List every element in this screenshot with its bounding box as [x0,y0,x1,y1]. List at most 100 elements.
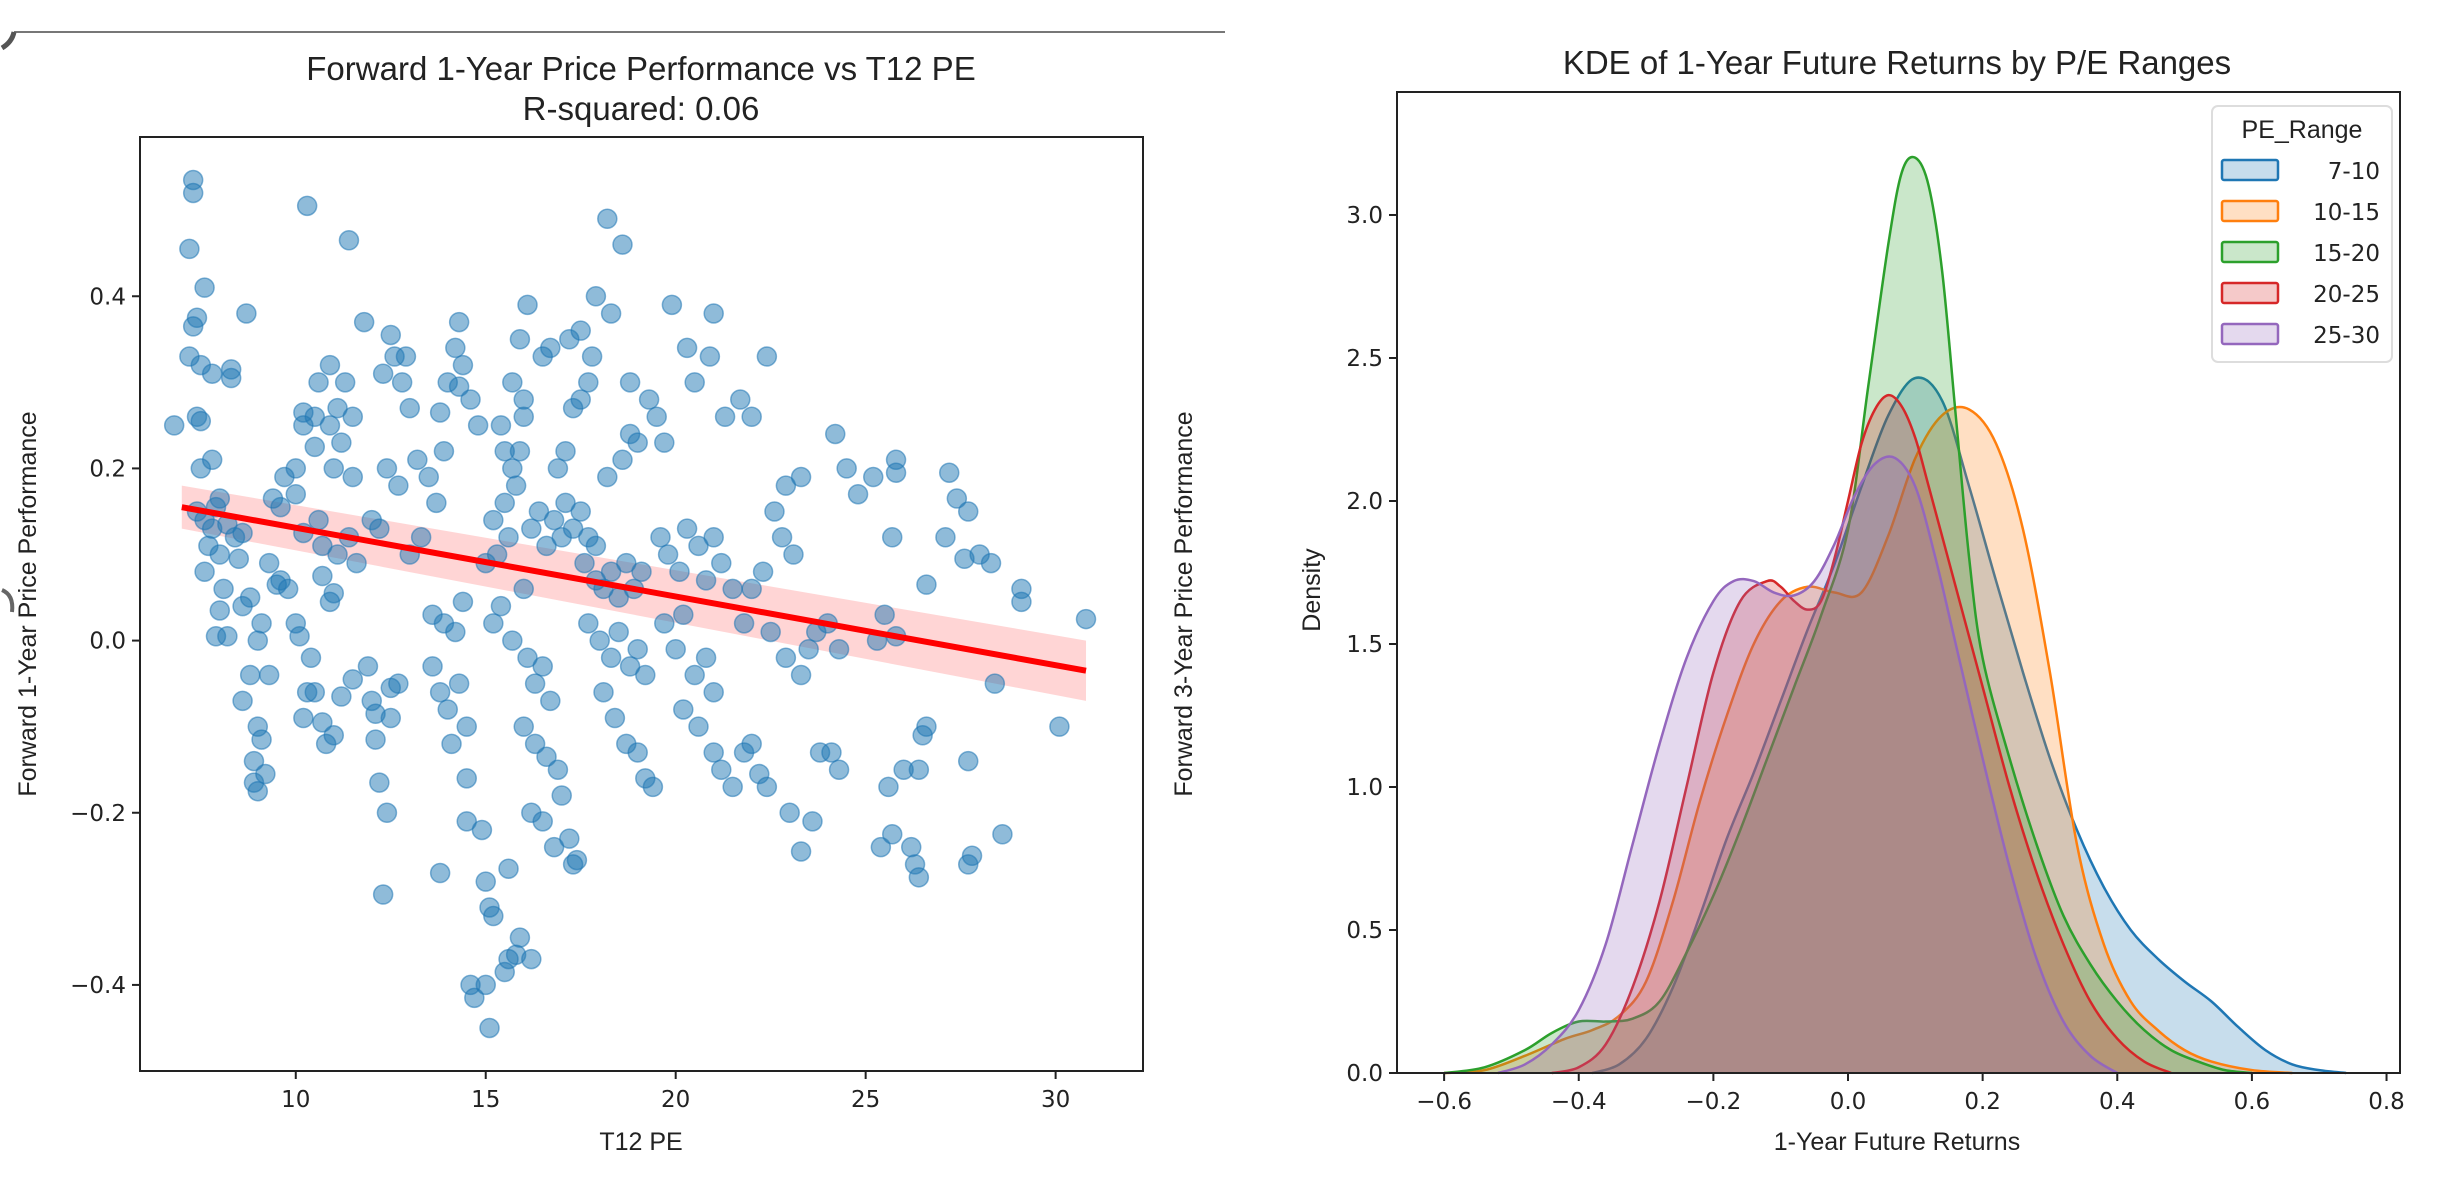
scatter-point [285,458,307,479]
x-tick-label: 15 [471,1087,500,1113]
scatter-point [711,552,732,574]
scatter-point [494,440,515,462]
scatter-point [483,613,504,634]
scatter-point [790,664,812,686]
scatter-point [300,647,322,669]
scatter-point [201,449,223,471]
scatter-point [616,552,637,574]
kde-line-10-15 [1444,405,2293,1075]
scatter-point [775,647,797,669]
kde-area-15-20 [1444,156,2252,1074]
scatter-point [498,858,519,879]
kde-line-7-10 [1591,376,2347,1075]
scatter-point [380,707,401,729]
scatter-point [570,320,591,341]
scatter-point [688,716,709,737]
scatter-point [372,884,394,905]
scatter-point [509,927,531,948]
scatter-point [676,337,698,359]
scatter-chart: Forward 1-Year Price Performance vs T12 … [14,50,1144,1156]
scatter-point [293,707,314,729]
scatter-point [574,552,595,574]
chart-subtitle: R-squared: 0.06 [523,90,760,127]
scatter-point [437,699,458,720]
scatter-point [608,621,629,643]
scatter-point [376,802,398,824]
scatter-point [308,509,329,531]
scatter-point [1011,591,1032,613]
scatter-point [243,750,265,772]
scatter-point [475,974,496,996]
scatter-point [513,716,534,737]
legend-swatch [2220,158,2280,182]
scatter-point [722,776,743,798]
scatter-point [878,776,899,798]
scatter-point [798,638,819,660]
scatter-point [217,626,238,647]
scatter-point [775,475,797,496]
scatter-point [445,621,466,643]
scatter-point [513,406,534,428]
scatter-point [380,324,401,346]
y-tick-label: 0.0 [89,629,126,655]
scatter-point [285,613,307,634]
scatter-point [502,630,523,651]
scatter-point [540,690,561,712]
scatter-point [395,346,417,367]
scatter-point [220,367,242,389]
scatter-point [570,389,591,410]
scatter-point [521,948,542,970]
scatter-point [654,613,675,634]
scatter-point [908,759,930,780]
scatter-point [543,509,565,531]
scatter-point [342,406,364,428]
scatter-points [163,169,1097,1039]
scatter-point [448,311,470,333]
scatter-point [551,785,572,806]
scatter-point [201,363,223,384]
scatter-point [319,415,341,436]
scatter-point [657,544,679,565]
scatter-point [741,733,762,755]
scatter-point [984,673,1006,694]
scatter-point [756,346,778,367]
x-tick-label: 0.6 [2234,1089,2271,1115]
scatter-point [201,518,223,539]
scatter-point [760,621,781,643]
scatter-point [521,518,542,539]
scatter-point [445,337,466,359]
scatter-point [828,759,850,780]
legend-box [2211,105,2393,363]
scatter-point [627,742,648,763]
x-tick-label: 0.2 [1964,1089,2001,1115]
scatter-point [536,746,557,768]
regression-line-group [181,504,1087,674]
scatter-point [612,234,633,255]
scatter-point [239,664,261,686]
stray-y-axis-label: Forward 3-Year Price Performance [1170,411,1198,796]
scatter-point [296,195,318,217]
scatter-point [490,415,512,436]
scatter-point [429,862,451,884]
kde-line-15-20 [1443,155,2253,1075]
scatter-point [410,527,432,548]
scatter-point [426,492,447,514]
scatter-point [452,591,474,613]
scatter-point [585,286,607,307]
scatter-point [327,544,348,565]
scatter-point [262,488,284,509]
scatter-point [703,527,724,548]
scatter-point [600,561,622,582]
scatter-point [524,673,546,694]
scatter-point [635,664,656,686]
scatter-point [900,836,922,858]
chart-title: Forward 1-Year Price Performance vs T12 … [306,50,975,87]
scatter-point [578,372,599,393]
scatter-point [733,613,755,634]
scatter-point [391,372,413,393]
scatter-point [665,638,686,660]
scatter-point [669,561,690,582]
legend-label: 20-25 [2313,282,2380,308]
scatter-point [369,518,390,539]
